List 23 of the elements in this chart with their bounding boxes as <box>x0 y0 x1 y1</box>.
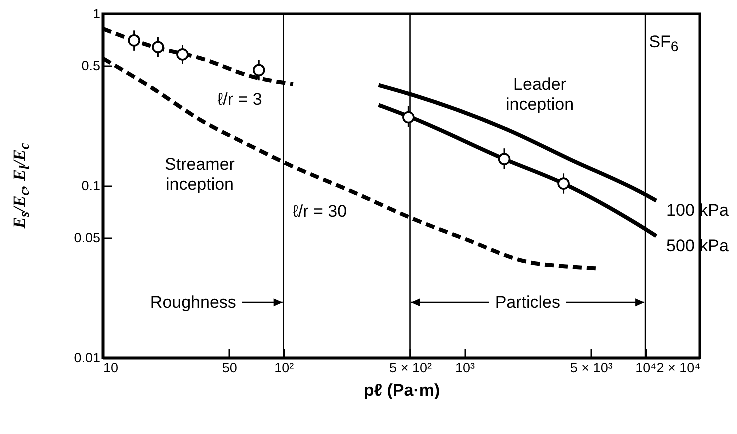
x-tick-label: 10⁴ <box>636 360 657 376</box>
series-label: 500 kPa <box>666 236 730 256</box>
annotation: Streamer inception <box>165 155 235 195</box>
annotation: Leader inception <box>506 75 574 115</box>
x-tick-label: 5 × 10³ <box>570 360 614 376</box>
annotation: ℓ/r = 3 <box>218 90 262 110</box>
annotation: Roughness <box>150 292 236 313</box>
x-tick-label: 5 × 10² <box>390 360 432 376</box>
series-label: 100 kPa <box>666 200 730 220</box>
annotation: Particles <box>495 292 560 313</box>
x-tick-label: 50 <box>222 360 238 376</box>
y-tick-label: 1 <box>92 6 100 22</box>
x-tick-label: 2 × 10⁴ <box>656 360 701 376</box>
y-tick-label: 0.05 <box>74 230 100 246</box>
y-tick-label: 0.01 <box>74 350 100 366</box>
x-tick-label: 10 <box>104 360 119 376</box>
annotation: SF$_{6}$ <box>649 32 679 58</box>
x-tick-label: 10² <box>274 360 295 376</box>
x-tick-label: 10³ <box>455 360 476 376</box>
annotation: ℓ/r = 30 <box>292 202 348 222</box>
y-tick-label: 0.5 <box>82 58 100 74</box>
y-tick-label: 0.1 <box>82 178 100 194</box>
x-axis-title: pℓ (Pa·m) <box>364 381 440 400</box>
